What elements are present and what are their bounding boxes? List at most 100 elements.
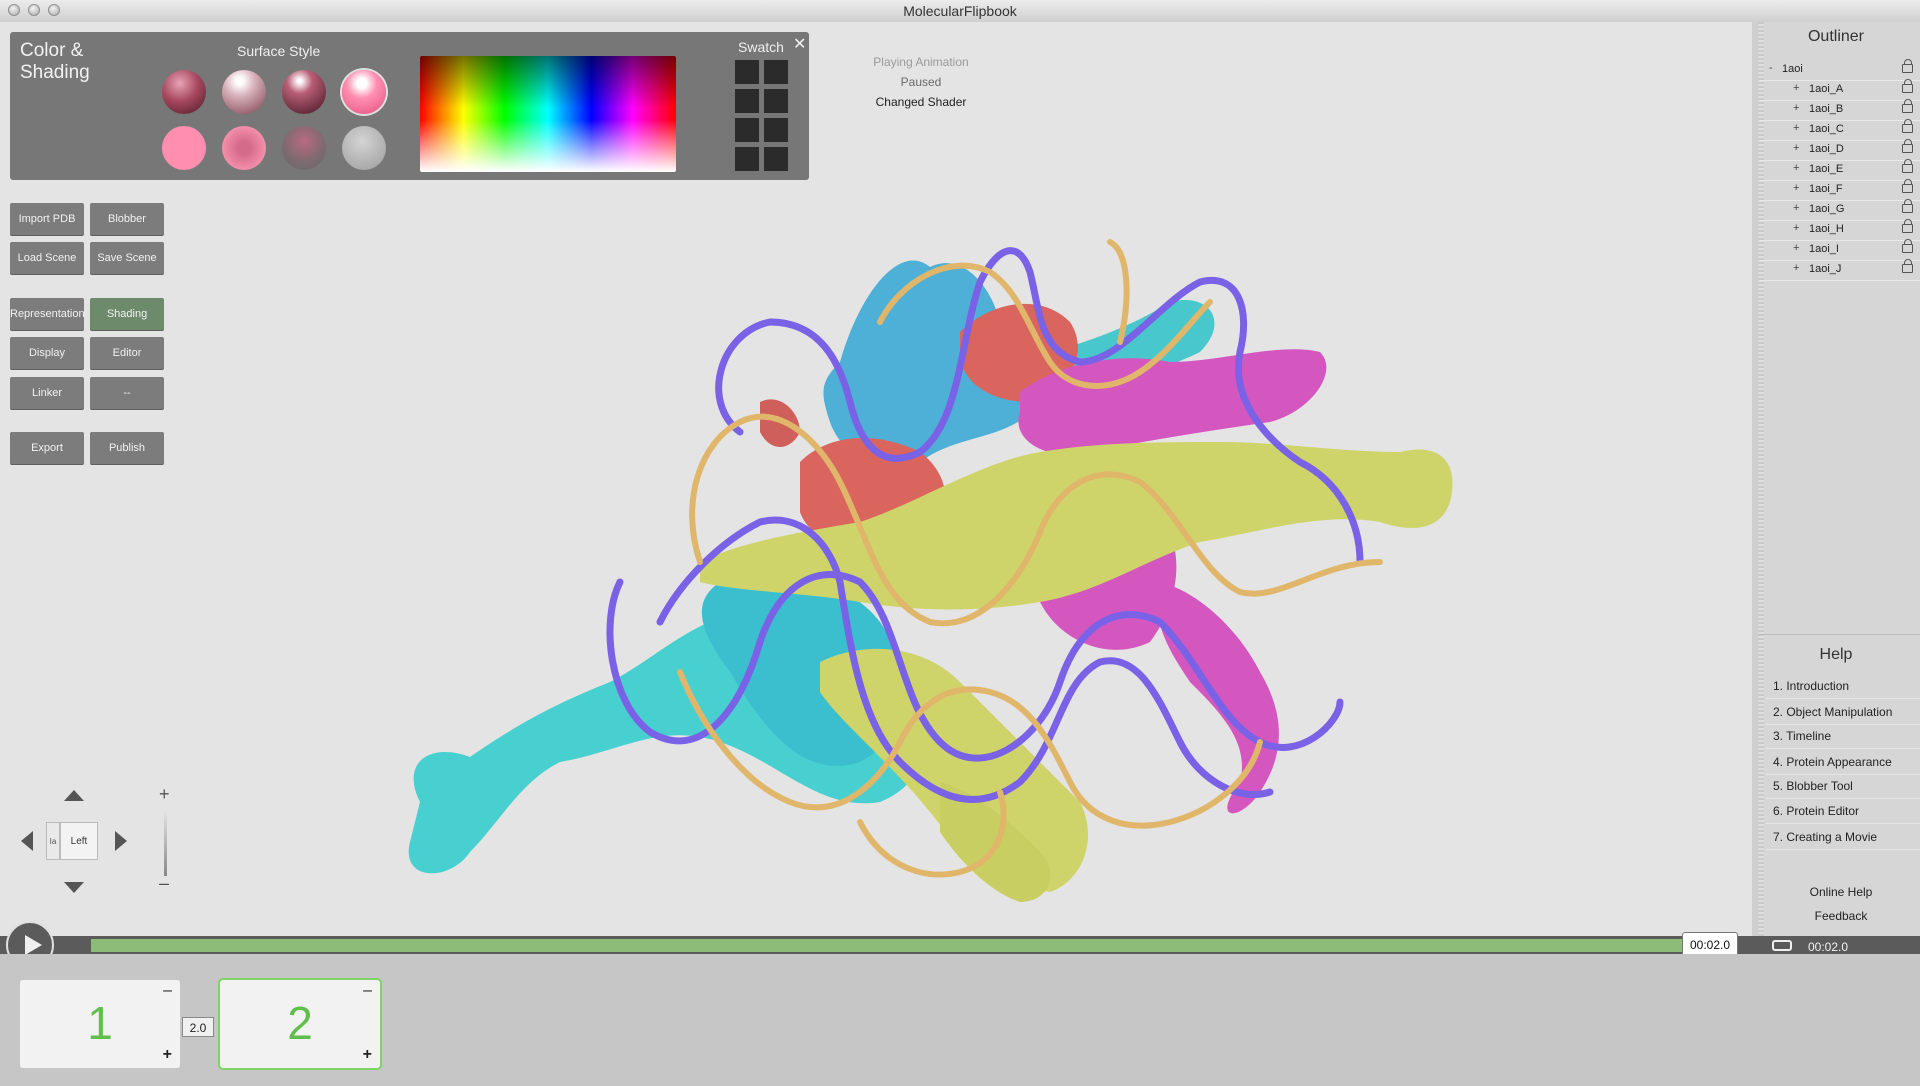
remove-keyframe-button[interactable]: – [363,982,372,999]
add-keyframe-button[interactable]: + [362,1046,372,1063]
expand-icon[interactable]: + [1793,242,1800,254]
more-button[interactable]: -- [90,377,164,409]
lock-icon[interactable] [1902,59,1913,73]
outliner-item[interactable]: +1aoi_I [1760,239,1920,261]
help-item-timeline[interactable]: 3. Timeline [1766,724,1920,749]
swatch-slot[interactable] [735,60,759,84]
outliner-item[interactable]: +1aoi_B [1760,99,1920,121]
help-item-introduction[interactable]: 1. Introduction [1766,674,1920,699]
transition-duration[interactable]: 2.0 [182,1017,214,1037]
lock-icon[interactable] [1902,159,1913,173]
zoom-in-button[interactable]: + [159,784,170,804]
expand-icon[interactable]: + [1793,82,1800,94]
expand-icon[interactable]: + [1793,102,1800,114]
display-button[interactable]: Display [10,337,84,369]
view-cube-side-face[interactable]: Ia [46,822,60,860]
lock-icon[interactable] [1902,199,1913,213]
zoom-out-button[interactable]: – [159,873,170,893]
linker-button[interactable]: Linker [10,377,84,409]
remove-keyframe-button[interactable]: – [163,982,172,999]
blobber-button[interactable]: Blobber [90,203,164,235]
outliner-item[interactable]: +1aoi_F [1760,179,1920,201]
current-time-marker[interactable]: 00:02.0 [1682,932,1738,956]
swatch-slot[interactable] [764,89,788,113]
rotate-right-arrow-icon[interactable] [115,831,127,851]
surface-style-flat-pink[interactable] [162,126,206,170]
surface-style-bright-selected[interactable] [342,70,386,114]
surface-style-translucent[interactable] [282,126,326,170]
lock-icon[interactable] [1902,99,1913,113]
export-button[interactable]: Export [10,432,84,464]
surface-style-soft-pink[interactable] [222,126,266,170]
outliner-item[interactable]: +1aoi_J [1760,259,1920,281]
lock-icon[interactable] [1902,259,1913,273]
shading-button[interactable]: Shading [90,298,164,330]
lock-icon[interactable] [1902,239,1913,253]
swatch-slot[interactable] [735,89,759,113]
outliner-item[interactable]: +1aoi_C [1760,119,1920,141]
import-pdb-button[interactable]: Import PDB [10,203,84,235]
molecule-render[interactable] [0,22,1752,936]
rotate-up-arrow-icon[interactable] [64,790,84,801]
expand-icon[interactable]: + [1793,122,1800,134]
minimize-window-button[interactable] [28,4,40,16]
outliner-item[interactable]: +1aoi_G [1760,199,1920,221]
surface-style-matte-dark[interactable] [162,70,206,114]
right-sidebar [1752,22,1920,936]
swatch-slot[interactable] [764,60,788,84]
expand-icon[interactable]: + [1793,162,1800,174]
close-icon[interactable]: ✕ [793,36,807,53]
protein-chain-yellow [700,442,1453,610]
add-keyframe-button[interactable]: + [162,1046,172,1063]
swatch-label: Swatch [738,39,784,55]
3d-viewport[interactable] [0,22,1752,936]
lock-icon[interactable] [1902,219,1913,233]
outliner-item[interactable]: +1aoi_A [1760,79,1920,101]
expand-icon[interactable]: + [1793,142,1800,154]
publish-button[interactable]: Publish [90,432,164,464]
outliner-item[interactable]: +1aoi_E [1760,159,1920,181]
help-item-creating-a-movie[interactable]: 7. Creating a Movie [1766,825,1920,850]
swatch-slot[interactable] [735,118,759,142]
swatch-slot[interactable] [764,147,788,171]
sidebar-divider[interactable] [1758,22,1764,936]
load-scene-button[interactable]: Load Scene [10,242,84,274]
help-item-protein-editor[interactable]: 6. Protein Editor [1766,799,1920,824]
expand-icon[interactable]: + [1793,202,1800,214]
view-cube-left-face[interactable]: Left [60,822,98,860]
online-help-link[interactable]: Online Help [1809,885,1873,899]
keyframe-card-2-selected[interactable]: 2 – + [220,980,380,1068]
editor-button[interactable]: Editor [90,337,164,369]
collapse-icon[interactable]: - [1769,62,1773,74]
color-picker-gradient[interactable] [420,56,676,172]
outliner-item[interactable]: +1aoi_H [1760,219,1920,241]
swatch-slot[interactable] [735,147,759,171]
help-item-object-manipulation[interactable]: 2. Object Manipulation [1766,700,1920,725]
close-window-button[interactable] [8,4,20,16]
expand-icon[interactable]: + [1793,222,1800,234]
outliner-item[interactable]: +1aoi_D [1760,139,1920,161]
lock-icon[interactable] [1902,79,1913,93]
view-cube[interactable]: Ia Left [46,822,98,860]
help-item-protein-appearance[interactable]: 4. Protein Appearance [1766,750,1920,775]
lock-icon[interactable] [1902,119,1913,133]
save-scene-button[interactable]: Save Scene [90,242,164,274]
rotate-down-arrow-icon[interactable] [64,882,84,893]
help-item-blobber-tool[interactable]: 5. Blobber Tool [1766,774,1920,799]
rotate-left-arrow-icon[interactable] [21,831,33,851]
expand-icon[interactable]: + [1793,262,1800,274]
swatch-slot[interactable] [764,118,788,142]
loop-icon[interactable] [1772,940,1792,951]
surface-style-glossy-light[interactable] [222,70,266,114]
surface-style-grey[interactable] [342,126,386,170]
lock-icon[interactable] [1902,139,1913,153]
lock-icon[interactable] [1902,179,1913,193]
feedback-link[interactable]: Feedback [1814,909,1868,923]
zoom-window-button[interactable] [48,4,60,16]
expand-icon[interactable]: + [1793,182,1800,194]
representation-button[interactable]: Representation [10,298,85,330]
surface-style-glossy-dark[interactable] [282,70,326,114]
keyframe-card-1[interactable]: 1 – + [20,980,180,1068]
outliner-root-row[interactable]: - 1aoi [1760,59,1920,81]
zoom-slider[interactable] [164,810,167,876]
